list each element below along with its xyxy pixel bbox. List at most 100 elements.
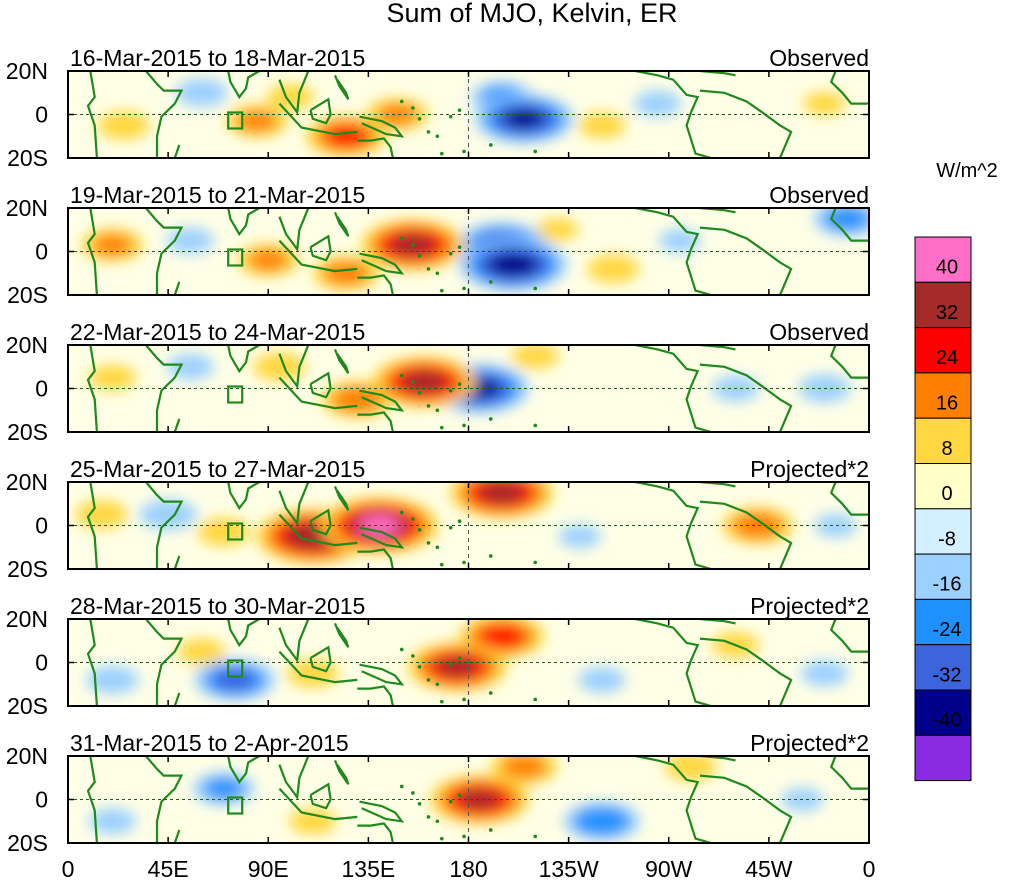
island-dot [488,143,493,147]
y-tick-label: 20N [6,606,48,632]
islands [399,647,538,704]
island-dot [457,382,462,386]
island-dot [488,828,493,832]
island-dot [488,417,493,421]
coastline [359,115,405,138]
anomaly-contour [266,84,315,111]
coastline [699,637,793,706]
island-dot [411,517,415,521]
island-dot [411,106,415,110]
anomaly-contour [658,228,701,253]
panel: 20N 0 20S 25-Mar-2015 to 27-Mar-2015 Project… [6,456,870,582]
island-dot [435,545,440,550]
anomaly-contour [139,499,197,530]
region-box [227,111,244,130]
coastline [227,756,260,785]
y-tick-label: 0 [35,376,48,402]
anomaly-contour [732,512,784,539]
coastline [309,645,332,673]
island-dot [435,819,440,824]
panel: 20N 0 20S 31-Mar-2015 to 2-Apr-2015 Projecte… [6,730,870,856]
y-tick-label: 0 [35,239,48,265]
y-tick-label: 20N [6,58,48,84]
anomaly-contour [503,108,545,129]
coastline [278,71,310,116]
coastline [829,345,869,379]
island-dot [399,236,404,241]
colorbar-swatch [914,598,972,646]
colorbar-swatch [914,463,972,510]
colorbar-label: 32 [936,302,958,324]
panel-status: Observed [769,45,869,71]
island-dot [399,784,404,789]
panel-status: Observed [769,182,869,208]
colorbar-swatch [914,236,972,283]
islands [399,373,538,430]
coastline [145,756,184,843]
island-dot [440,699,444,704]
y-tick-label: 20N [6,195,48,221]
coastline [829,482,869,516]
coastlines [86,756,869,843]
island-dot [448,525,453,530]
anomaly-contour [558,524,601,549]
coastline [829,619,869,653]
anomaly-contour [487,252,539,277]
anomaly-contour [376,103,418,126]
y-tick-label: 20N [6,332,48,358]
coastline [359,389,405,412]
island-dot [448,251,453,256]
colorbar-swatch [914,372,972,419]
colorbar-label: -16 [933,574,962,596]
coastline [635,71,712,158]
anomaly-contour [325,125,367,147]
coastline [278,650,358,684]
coastline [145,208,184,295]
coastline [309,782,332,810]
anomaly-contour [88,808,137,835]
island-dot [448,662,453,667]
island-dot [462,560,466,565]
islands [399,99,538,156]
coastline [86,71,98,158]
island-dot [435,134,440,139]
anomaly-field [86,619,849,701]
coastline [173,692,181,706]
island-dot [411,654,415,658]
island-dot [533,286,538,291]
anomaly-contour [175,78,228,107]
y-tick-label: 0 [35,513,48,539]
coastline [173,555,181,569]
anomaly-contour [436,656,478,677]
panel: 20N 0 20S 22-Mar-2015 to 24-Mar-2015 Observe… [6,319,870,445]
island-dot [411,380,415,384]
anomaly-contour [203,777,245,800]
island-dot [426,541,431,545]
coastline [309,234,332,262]
x-tick-label: 45W [745,856,793,882]
colorbar: 40 32 24 16 8 0 -8 -16 -24 -32 -40 [914,236,972,782]
island-dot [417,802,422,806]
colorbar-label: 8 [941,438,952,460]
island-dot [435,682,440,687]
y-tick-label: 20S [7,556,48,582]
island-dot [533,697,538,702]
panel-status: Projected*2 [750,456,869,482]
island-dot [440,151,444,156]
island-dot [417,254,422,258]
anomaly-contour [92,234,133,256]
x-axis: 0 45E 90E 135E 180 135W 90W 45W 0 [62,856,876,882]
island-dot [426,130,431,134]
anomaly-contour [633,90,682,117]
coastline [357,548,394,569]
coastline [278,513,358,547]
island-dot [533,149,538,154]
anomaly-contour [574,806,630,836]
colorbar-swatch [914,508,972,555]
anomaly-contour [578,112,626,139]
anomaly-contour [536,217,579,242]
coastline [357,411,394,432]
y-tick-label: 20N [6,469,48,495]
coastline [86,619,98,706]
island-dot [488,554,493,558]
